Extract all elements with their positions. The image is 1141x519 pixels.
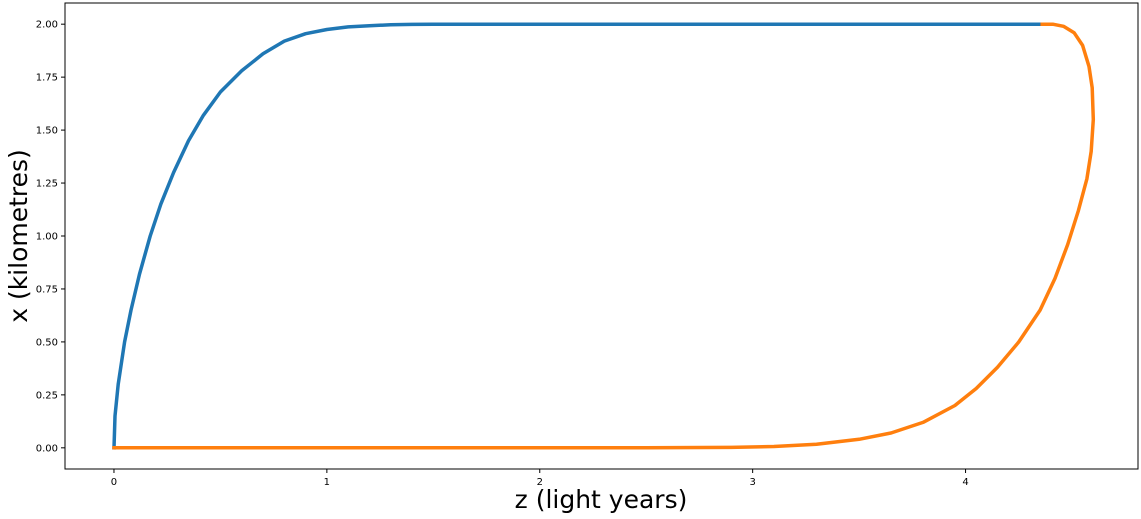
y-tick-label: 0.75 [36,284,58,295]
y-tick-label: 1.50 [36,126,58,137]
y-tick-label: 1.25 [36,179,58,190]
x-tick-label: 4 [962,477,968,488]
x-tick-label: 2 [537,477,543,488]
y-tick-label: 2.00 [36,20,58,31]
x-tick-label: 1 [324,477,330,488]
y-tick-label: 0.00 [36,443,58,454]
x-tick-label: 0 [111,477,117,488]
y-tick-label: 0.25 [36,390,58,401]
y-tick-label: 0.50 [36,337,58,348]
series-line-2 [112,22,1096,450]
y-axis-label: x (kilometres) [4,149,33,323]
series-line-1 [112,22,1044,450]
x-axis-label: z (light years) [515,485,688,514]
x-axis-ticks: 0 1 2 3 4 [111,469,969,488]
series-layer [112,22,1096,450]
y-axis-ticks: 0.00 0.25 0.50 0.75 1.00 1.25 1.50 1.75 2.00 [36,20,65,454]
plot-area [65,3,1138,469]
y-tick-label: 1.00 [36,232,58,243]
x-tick-label: 3 [749,477,755,488]
y-tick-label: 1.75 [36,73,58,84]
